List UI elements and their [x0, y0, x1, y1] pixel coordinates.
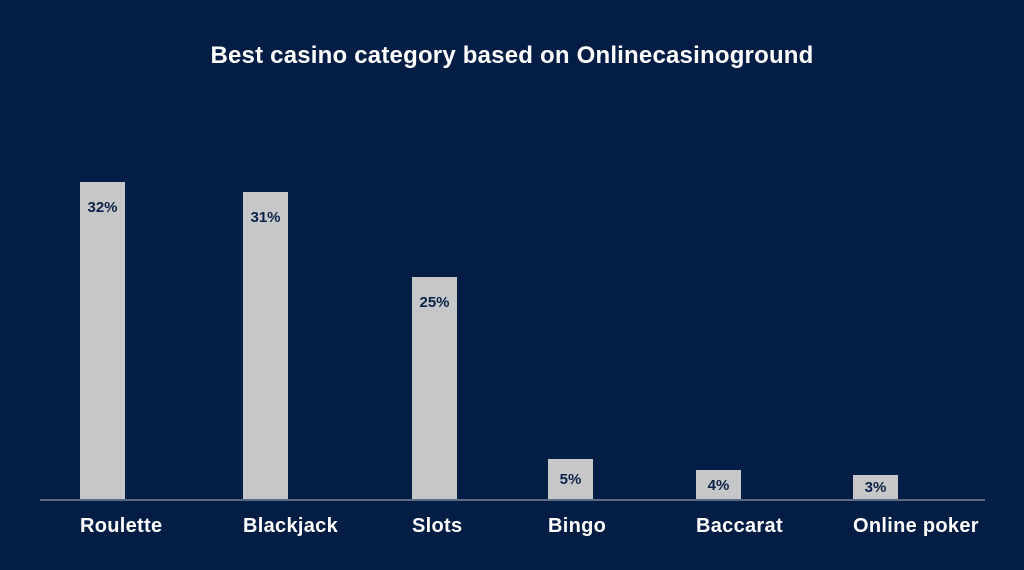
category-label-online-poker: Online poker [853, 515, 979, 537]
bar-value-label-slots: 25% [419, 294, 450, 311]
category-label-blackjack: Blackjack [243, 515, 338, 537]
bar-blackjack: 31% [243, 192, 288, 500]
category-label-roulette: Roulette [80, 515, 163, 537]
chart-title: Best casino category based on Onlinecasi… [210, 42, 814, 69]
bar-online-poker: 3% [853, 475, 898, 500]
x-axis-line [40, 499, 985, 501]
category-label-bingo: Bingo [548, 515, 607, 537]
category-label-slots: Slots [412, 515, 463, 537]
bar-value-label-blackjack: 31% [250, 209, 281, 226]
category-label-baccarat: Baccarat [696, 515, 783, 537]
bar-value-label-online-poker: 3% [864, 479, 887, 496]
bar-value-label-baccarat: 4% [707, 476, 730, 494]
bar-value-label-bingo: 5% [559, 471, 582, 488]
bar-slots: 25% [412, 277, 457, 500]
bar-baccarat: 4% [696, 470, 741, 500]
bar-bingo: 5% [548, 459, 593, 500]
bar-value-label-roulette: 32% [87, 199, 118, 216]
bar-roulette: 32% [80, 182, 125, 500]
